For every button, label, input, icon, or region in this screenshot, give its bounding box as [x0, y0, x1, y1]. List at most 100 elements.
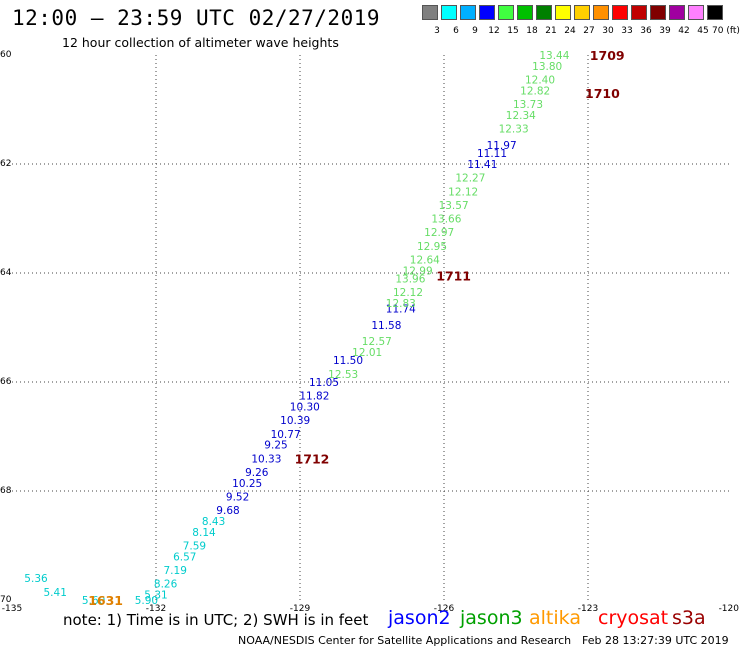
color-scale-swatch	[574, 5, 590, 20]
legend-item-jason2: jason2	[388, 607, 451, 629]
wave-height-label: 11.74	[386, 303, 416, 315]
wave-height-label: 12.99	[403, 265, 433, 277]
color-scale-swatch	[593, 5, 609, 20]
wave-height-label: 12.64	[410, 254, 440, 266]
wave-height-label: 12.97	[424, 227, 454, 239]
wave-height-label: 13.80	[532, 61, 562, 73]
legend-item-altika: altika	[529, 607, 581, 629]
time-marker-label: 1709	[590, 48, 625, 63]
color-scale-swatch	[707, 5, 723, 20]
wave-height-label: 11.11	[477, 148, 507, 160]
wave-height-label: 12.40	[525, 75, 555, 87]
wave-height-label: 5.31	[144, 590, 167, 602]
wave-height-label: 12.33	[499, 124, 529, 136]
legend-item-jason3: jason3	[460, 607, 523, 629]
wave-height-label: 11.97	[487, 140, 517, 152]
wave-height-label: 13.73	[513, 99, 543, 111]
color-scale-label: 27	[583, 26, 595, 36]
color-scale-label: 33	[621, 26, 633, 36]
color-scale-label: 3	[434, 26, 440, 36]
wave-height-label: 9.25	[264, 440, 287, 452]
wave-height-label: 5.60	[82, 595, 105, 607]
color-scale-swatch	[498, 5, 514, 20]
lat-tick-label: 66	[0, 377, 12, 387]
legend-item-cryosat: cryosat	[598, 607, 669, 629]
lon-tick-label: -135	[1, 604, 23, 614]
wave-height-label: 12.34	[506, 110, 536, 122]
color-scale-swatch	[441, 5, 457, 20]
color-scale-label: 6	[453, 26, 459, 36]
wave-height-label: 13.44	[539, 50, 569, 62]
wave-height-label: 10.77	[271, 429, 301, 441]
wave-height-label: 11.05	[309, 377, 339, 389]
wave-height-label: 9.26	[245, 467, 269, 479]
color-scale-label: 21	[545, 26, 557, 36]
wave-height-label: 10.39	[280, 415, 310, 427]
color-scale-label: 36	[640, 26, 652, 36]
color-scale-label: 9	[472, 26, 478, 36]
color-scale-label: 45	[697, 26, 709, 36]
color-scale-swatch	[422, 5, 438, 20]
wave-height-label: 9.68	[216, 505, 239, 517]
wave-height-label: 12.53	[328, 369, 358, 381]
wave-height-label: 8.14	[192, 527, 216, 539]
color-scale-label: 42	[678, 26, 690, 36]
wave-height-label: 12.57	[362, 336, 392, 348]
lon-tick-label: -129	[289, 604, 311, 614]
wave-height-label: 11.58	[371, 320, 401, 332]
time-marker-label: 1631	[88, 593, 123, 608]
wave-height-label: 12.83	[386, 298, 416, 310]
color-scale-label: 39	[659, 26, 671, 36]
note-text: note: 1) Time is in UTC; 2) SWH is in fe…	[63, 611, 369, 629]
wave-height-label: 12.95	[417, 241, 447, 253]
color-scale-label: 15	[507, 26, 519, 36]
page-subtitle: 12 hour collection of altimeter wave hei…	[62, 35, 339, 50]
color-scale-label: 18	[526, 26, 538, 36]
color-scale-swatch	[517, 5, 533, 20]
color-scale-swatch	[669, 5, 685, 20]
lon-tick-label: -126	[433, 604, 455, 614]
color-scale-label: 12	[488, 26, 500, 36]
wave-height-label: 13.66	[431, 214, 461, 226]
wave-height-label: 12.12	[393, 287, 423, 299]
lat-tick-label: 60	[0, 50, 12, 60]
lat-tick-label: 62	[0, 159, 12, 169]
wave-height-label: 11.50	[333, 355, 363, 367]
color-scale-swatch	[479, 5, 495, 20]
color-scale-swatch	[536, 5, 552, 20]
wave-height-label: 6.57	[173, 551, 196, 563]
wave-height-label: 8.26	[154, 579, 178, 591]
color-scale-label: 70 (ft)	[712, 26, 740, 36]
wave-height-label: 7.59	[183, 541, 206, 553]
color-scale-swatch	[631, 5, 647, 20]
wave-height-label: 11.41	[467, 159, 497, 171]
color-scale-swatch	[555, 5, 571, 20]
color-scale-swatch	[650, 5, 666, 20]
time-marker-label: 1711	[436, 269, 471, 284]
wave-height-label: 12.12	[448, 186, 478, 198]
wave-height-label: 13.96	[395, 273, 425, 285]
lon-tick-label: -123	[577, 604, 599, 614]
legend-item-s3a: s3a	[672, 607, 706, 629]
wave-height-label: 12.82	[520, 85, 550, 97]
wave-height-label: 5.90	[135, 595, 158, 607]
wave-height-label: 5.36	[24, 573, 48, 585]
wave-height-label: 5.41	[44, 587, 67, 599]
lat-tick-label: 70	[0, 595, 12, 605]
color-scale-label: 24	[564, 26, 576, 36]
lat-tick-label: 64	[0, 268, 12, 278]
color-scale-swatch	[612, 5, 628, 20]
wave-height-label: 9.52	[226, 491, 249, 503]
color-scale-swatch	[688, 5, 704, 20]
time-marker-label: 1712	[295, 451, 330, 466]
footer-timestamp: Feb 28 13:27:39 UTC 2019	[582, 634, 729, 647]
wave-height-label: 12.27	[455, 173, 485, 185]
lon-tick-label: -120	[718, 604, 739, 614]
wave-height-label: 10.25	[232, 478, 262, 490]
wave-height-label: 12.01	[352, 347, 382, 359]
wave-height-label: 10.30	[290, 402, 320, 414]
color-scale-label: 30	[602, 26, 614, 36]
wave-height-label: 13.57	[439, 200, 469, 212]
lon-tick-label: -132	[145, 604, 167, 614]
